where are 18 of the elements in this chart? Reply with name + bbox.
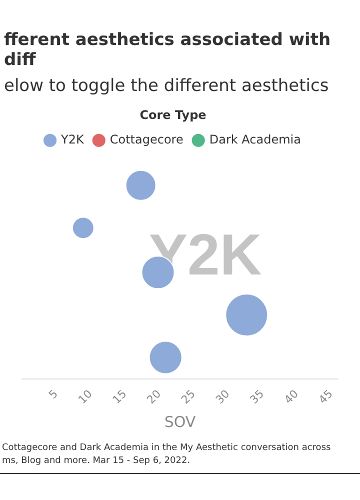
legend-label: Cottagecore (110, 132, 184, 147)
x-tick-label: 35 (247, 387, 267, 406)
legend-label: Y2K (60, 132, 85, 147)
x-tick-label: 30 (213, 387, 232, 406)
x-tick-label: 40 (282, 387, 301, 406)
x-tick-label: 10 (76, 387, 95, 406)
chart-title: fferent aesthetics associated with diff (3, 29, 332, 70)
legend-title: Core Type (140, 108, 206, 122)
x-axis-title: SOV (164, 412, 196, 431)
x-tick-label: 15 (110, 387, 130, 406)
x-tick-label: 5 (46, 387, 60, 402)
x-tick-label: 25 (178, 387, 198, 406)
x-tick-label: 45 (316, 387, 336, 406)
text: Cottagecore and Dark Academia in the My Aesthetic conversation across (2, 442, 332, 455)
text: ms, Blog and more. Mar 15 - Sep 6, 2022. (2, 454, 192, 468)
chart-subtitle: elow to toggle the different aesthetics (3, 75, 330, 98)
x-tick-label: 20 (144, 387, 164, 406)
legend-label: Dark Academia (209, 132, 301, 147)
